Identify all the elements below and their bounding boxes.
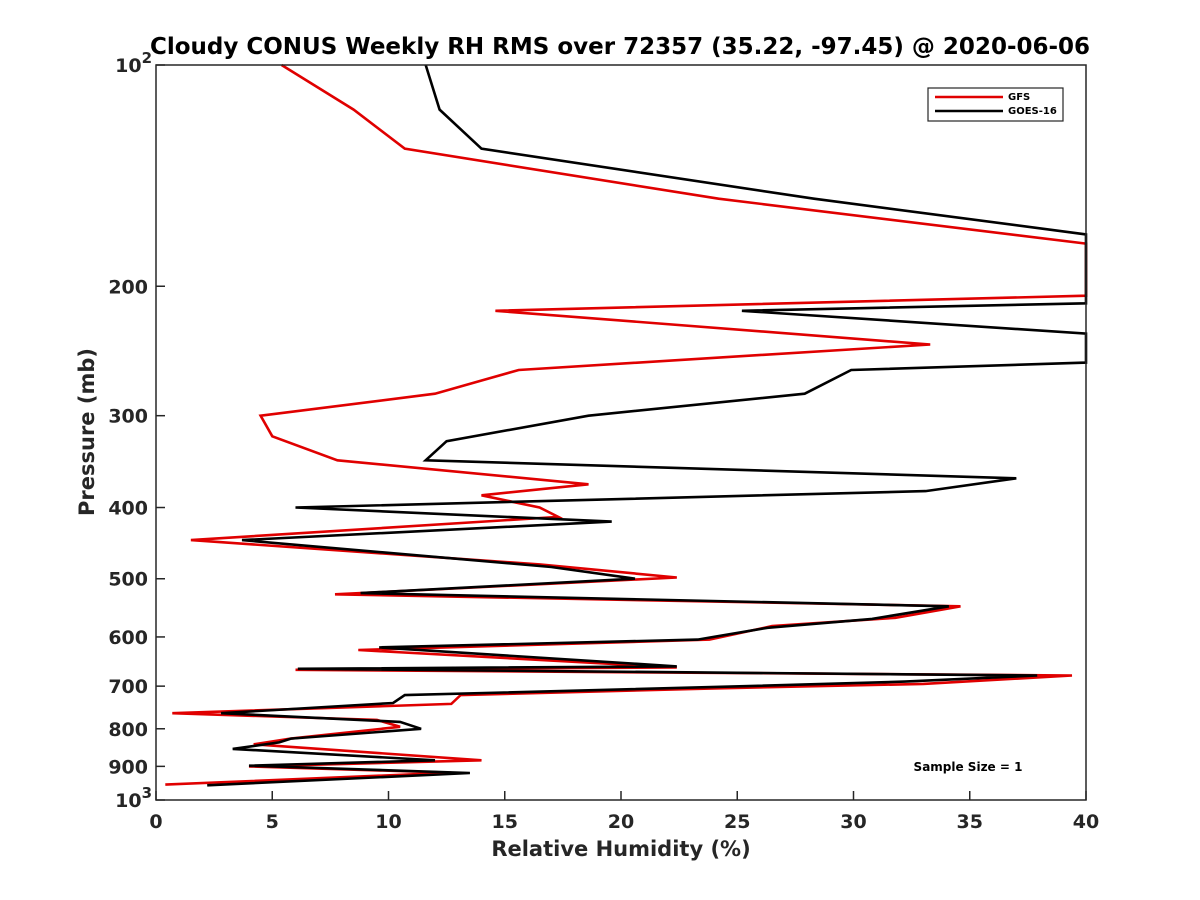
- x-tick-label: 30: [840, 811, 866, 833]
- chart-title: Cloudy CONUS Weekly RH RMS over 72357 (3…: [150, 34, 1090, 60]
- y-axis-label: Pressure (mb): [75, 348, 99, 516]
- y-axis-ticks: 102 200 300 400 500 600 700 800 900 103: [108, 49, 165, 812]
- y-tick-label: 400: [108, 498, 148, 520]
- y-tick-label: 500: [108, 569, 148, 591]
- series-line-gfs: [165, 63, 1088, 786]
- x-tick-label: 20: [608, 811, 634, 833]
- y-tick-label: 102: [115, 49, 152, 77]
- x-axis-label: Relative Humidity (%): [491, 837, 750, 861]
- y-tick-label: 300: [108, 406, 148, 428]
- plot-lines: [165, 63, 1088, 787]
- y-tick-label: 900: [108, 756, 148, 778]
- x-tick-label: 0: [149, 811, 162, 833]
- x-tick-label: 25: [724, 811, 750, 833]
- y-tick-label: 800: [108, 719, 148, 741]
- y-tick-label: 700: [108, 676, 148, 698]
- x-tick-label: 40: [1073, 811, 1099, 833]
- series-line-goes16: [207, 64, 1088, 787]
- x-tick-label: 10: [375, 811, 401, 833]
- y-tick-label: 200: [108, 276, 148, 298]
- x-tick-label: 35: [957, 811, 983, 833]
- sample-size-annotation: Sample Size = 1: [914, 760, 1023, 774]
- x-tick-label: 5: [266, 811, 279, 833]
- x-tick-label: 15: [492, 811, 518, 833]
- legend-label-goes16: GOES-16: [1008, 106, 1057, 117]
- y-tick-label: 103: [115, 784, 152, 812]
- x-axis-ticks: 0 5 10 15 20 25 30 35 40: [149, 791, 1099, 833]
- legend-label-gfs: GFS: [1008, 92, 1030, 103]
- y-tick-label: 600: [108, 627, 148, 649]
- legend-box: [927, 87, 1064, 122]
- legend: GFS GOES-16: [927, 87, 1064, 122]
